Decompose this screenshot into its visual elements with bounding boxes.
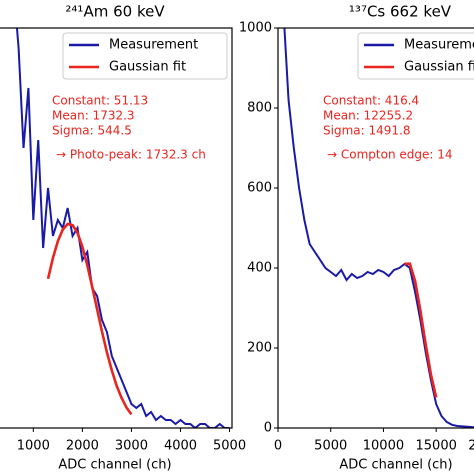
- legend: Measurement Gaussian fit: [62, 32, 228, 80]
- annotation: Sigma: 544.5: [52, 124, 132, 138]
- y-tick-label: 200: [247, 341, 272, 356]
- annotation: Mean: 1732.3: [52, 109, 135, 123]
- chart-title: ²⁴¹Am 60 keV: [65, 3, 165, 21]
- legend-label: Measurement: [109, 38, 198, 53]
- x-tick-label: 10000: [363, 439, 404, 454]
- chart-title: ¹³⁷Cs 662 keV: [349, 3, 452, 21]
- legend-label: Measurement: [404, 38, 474, 53]
- x-tick-label: 20000: [468, 439, 474, 454]
- y-tick-label: 800: [247, 101, 272, 116]
- legend-box: [62, 32, 228, 80]
- annotation: Constant: 51.13: [52, 94, 148, 108]
- x-axis-label: ADC channel (ch): [58, 458, 171, 473]
- annotation: Constant: 416.4: [323, 94, 419, 108]
- legend-label: Gaussian fit: [109, 60, 186, 75]
- y-tick-label: 0: [264, 421, 272, 436]
- plot-frame: [0, 27, 233, 429]
- plot-area: [283, 28, 474, 428]
- y-tick-label: 1000: [239, 21, 272, 36]
- legend-label: Gaussian fit: [404, 60, 474, 75]
- series-line: [283, 28, 474, 428]
- legend: Measurement Gaussian fit: [357, 32, 474, 80]
- x-tick-label: 1000: [17, 439, 50, 454]
- annotation: → Photo-peak: 1732.3 ch: [56, 148, 206, 162]
- series-line: [15, 28, 230, 428]
- annotation: → Compton edge: 14: [327, 148, 453, 162]
- x-tick-label: 3000: [115, 439, 148, 454]
- annotation: Sigma: 1491.8: [323, 124, 410, 138]
- series-line: [46, 222, 133, 416]
- y-tick-label: 600: [247, 181, 272, 196]
- series-line: [404, 262, 438, 398]
- x-tick-label: 2000: [66, 439, 99, 454]
- x-tick-label: 5000: [213, 439, 246, 454]
- plot-area: [15, 28, 230, 428]
- x-tick-label: 5000: [314, 439, 347, 454]
- x-tick-label: 4000: [164, 439, 197, 454]
- y-tick-label: 400: [247, 261, 272, 276]
- plot-frame: [277, 27, 474, 429]
- annotation: Mean: 12255.2: [323, 109, 413, 123]
- x-tick-label: 15000: [416, 439, 457, 454]
- x-tick-label: 0: [274, 439, 282, 454]
- x-axis-label: ADC channel (ch): [339, 458, 452, 473]
